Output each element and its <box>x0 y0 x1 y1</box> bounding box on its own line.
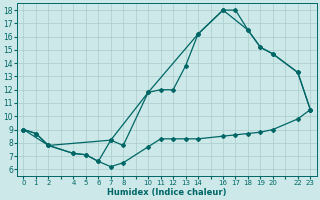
X-axis label: Humidex (Indice chaleur): Humidex (Indice chaleur) <box>107 188 227 197</box>
